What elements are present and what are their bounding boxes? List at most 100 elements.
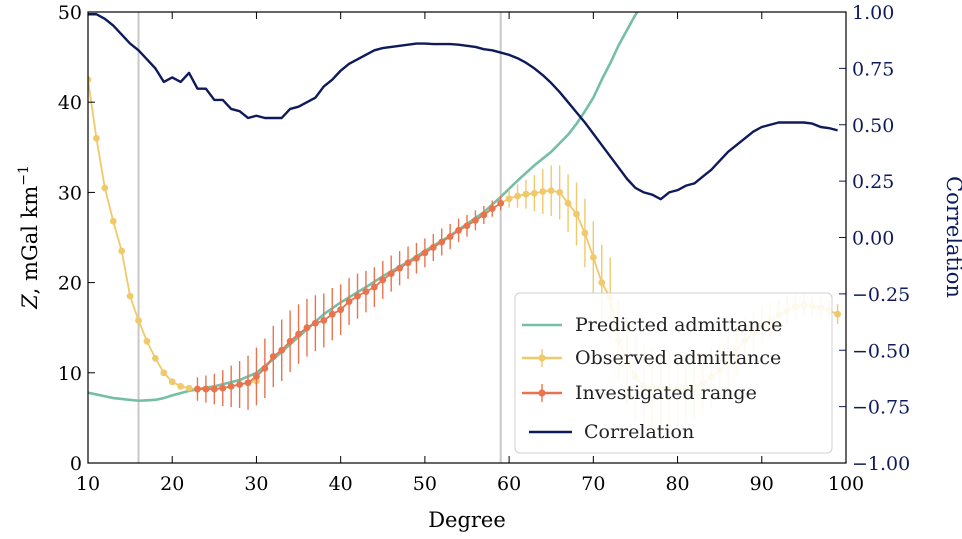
left-axis-label-exponent: −1 [16, 165, 32, 186]
data-point [539, 188, 547, 195]
data-point [328, 310, 336, 318]
data-point [269, 353, 277, 360]
x-tick-label: 100 [828, 473, 864, 495]
series-correlation [88, 13, 838, 201]
legend-label: Investigated range [575, 382, 757, 404]
data-point [337, 306, 345, 314]
reference-lines [137, 12, 502, 463]
data-point [143, 337, 151, 345]
data-point [88, 76, 92, 84]
data-point [177, 382, 185, 390]
left-y-tick-label: 50 [58, 2, 82, 24]
data-point [185, 384, 193, 392]
x-tick-label: 80 [665, 473, 689, 495]
data-point [219, 384, 227, 392]
x-axis-ticks: 10 20 30 40 50 60 70 80 90 100 [76, 12, 864, 495]
data-point [261, 364, 269, 372]
series-line [88, 13, 838, 201]
data-point [429, 244, 437, 251]
data-point [160, 369, 168, 377]
data-point [514, 192, 521, 200]
right-axis-label: Correlation [942, 176, 962, 298]
data-point [488, 205, 496, 213]
right-y-tick-label: −0.50 [852, 340, 910, 362]
x-tick-label: 50 [413, 473, 437, 495]
left-y-tick-label: 20 [58, 273, 82, 295]
x-tick-label: 10 [76, 473, 100, 495]
data-point [93, 134, 100, 142]
x-tick-label: 20 [160, 473, 184, 495]
data-point [564, 199, 572, 207]
data-point [320, 317, 328, 324]
data-point [210, 385, 218, 393]
data-point [151, 354, 159, 362]
data-point [379, 276, 387, 284]
series-investigated [194, 196, 505, 410]
x-tick-label: 70 [581, 473, 605, 495]
right-y-tick-label: 0.00 [852, 228, 894, 250]
data-point [589, 253, 597, 261]
data-point [168, 378, 176, 386]
legend-items: Predicted admittance Observed admittance I… [522, 314, 782, 443]
data-point [303, 324, 311, 332]
legend-label: Observed admittance [575, 347, 781, 369]
left-y-tick-label: 30 [58, 182, 82, 204]
legend-label: Correlation [584, 421, 694, 443]
data-point [244, 379, 252, 387]
data-point [101, 184, 109, 192]
data-point [404, 259, 412, 267]
data-point [227, 382, 235, 390]
data-point [472, 216, 479, 224]
data-point [446, 233, 454, 240]
data-point [480, 211, 488, 219]
data-point [194, 385, 201, 393]
legend: Predicted admittance Observed admittance I… [514, 292, 833, 454]
data-point [387, 270, 395, 277]
legend-label: Predicted admittance [575, 314, 782, 336]
legend-item-correlation: Correlation [529, 421, 694, 443]
right-y-tick-label: 0.75 [852, 58, 894, 80]
data-point [396, 264, 404, 272]
data-point [253, 373, 260, 380]
x-tick-label: 60 [497, 473, 521, 495]
left-axis-label: Z, mGal km−1 [16, 165, 42, 310]
data-point [497, 199, 505, 207]
right-y-tick-label: 0.50 [852, 115, 894, 137]
data-point [581, 229, 589, 237]
left-y-tick-label: 10 [58, 363, 82, 385]
data-point [421, 249, 429, 257]
data-point [286, 337, 294, 345]
data-point [278, 346, 286, 354]
left-y-tick-label: 0 [70, 453, 82, 475]
data-point [505, 195, 513, 203]
data-point [556, 189, 564, 196]
data-point [463, 222, 471, 230]
legend-marker [538, 389, 546, 397]
legend-box [514, 292, 833, 454]
left-y-tick-label: 40 [58, 92, 82, 114]
data-point [413, 254, 420, 262]
legend-item-investigated: Investigated range [522, 382, 757, 404]
plot-frame [87, 11, 847, 464]
data-point [345, 298, 353, 305]
x-tick-label: 40 [329, 473, 353, 495]
data-point [354, 292, 361, 300]
data-point [573, 210, 580, 218]
data-point [118, 247, 126, 255]
data-point [598, 279, 606, 286]
legend-item-observed: Observed admittance [522, 347, 781, 369]
right-y-tick-label: −0.25 [852, 284, 910, 306]
legend-marker [538, 354, 546, 362]
data-point [295, 330, 302, 338]
right-y-tick-label: −1.00 [852, 453, 910, 475]
data-point [438, 238, 446, 246]
data-point [202, 385, 210, 393]
right-y-tick-label: −0.75 [852, 397, 910, 419]
data-point [109, 217, 117, 225]
data-point [530, 189, 538, 197]
x-tick-label: 30 [244, 473, 268, 495]
data-point [547, 187, 555, 194]
data-point [236, 381, 244, 388]
legend-item-predicted: Predicted admittance [522, 314, 782, 336]
